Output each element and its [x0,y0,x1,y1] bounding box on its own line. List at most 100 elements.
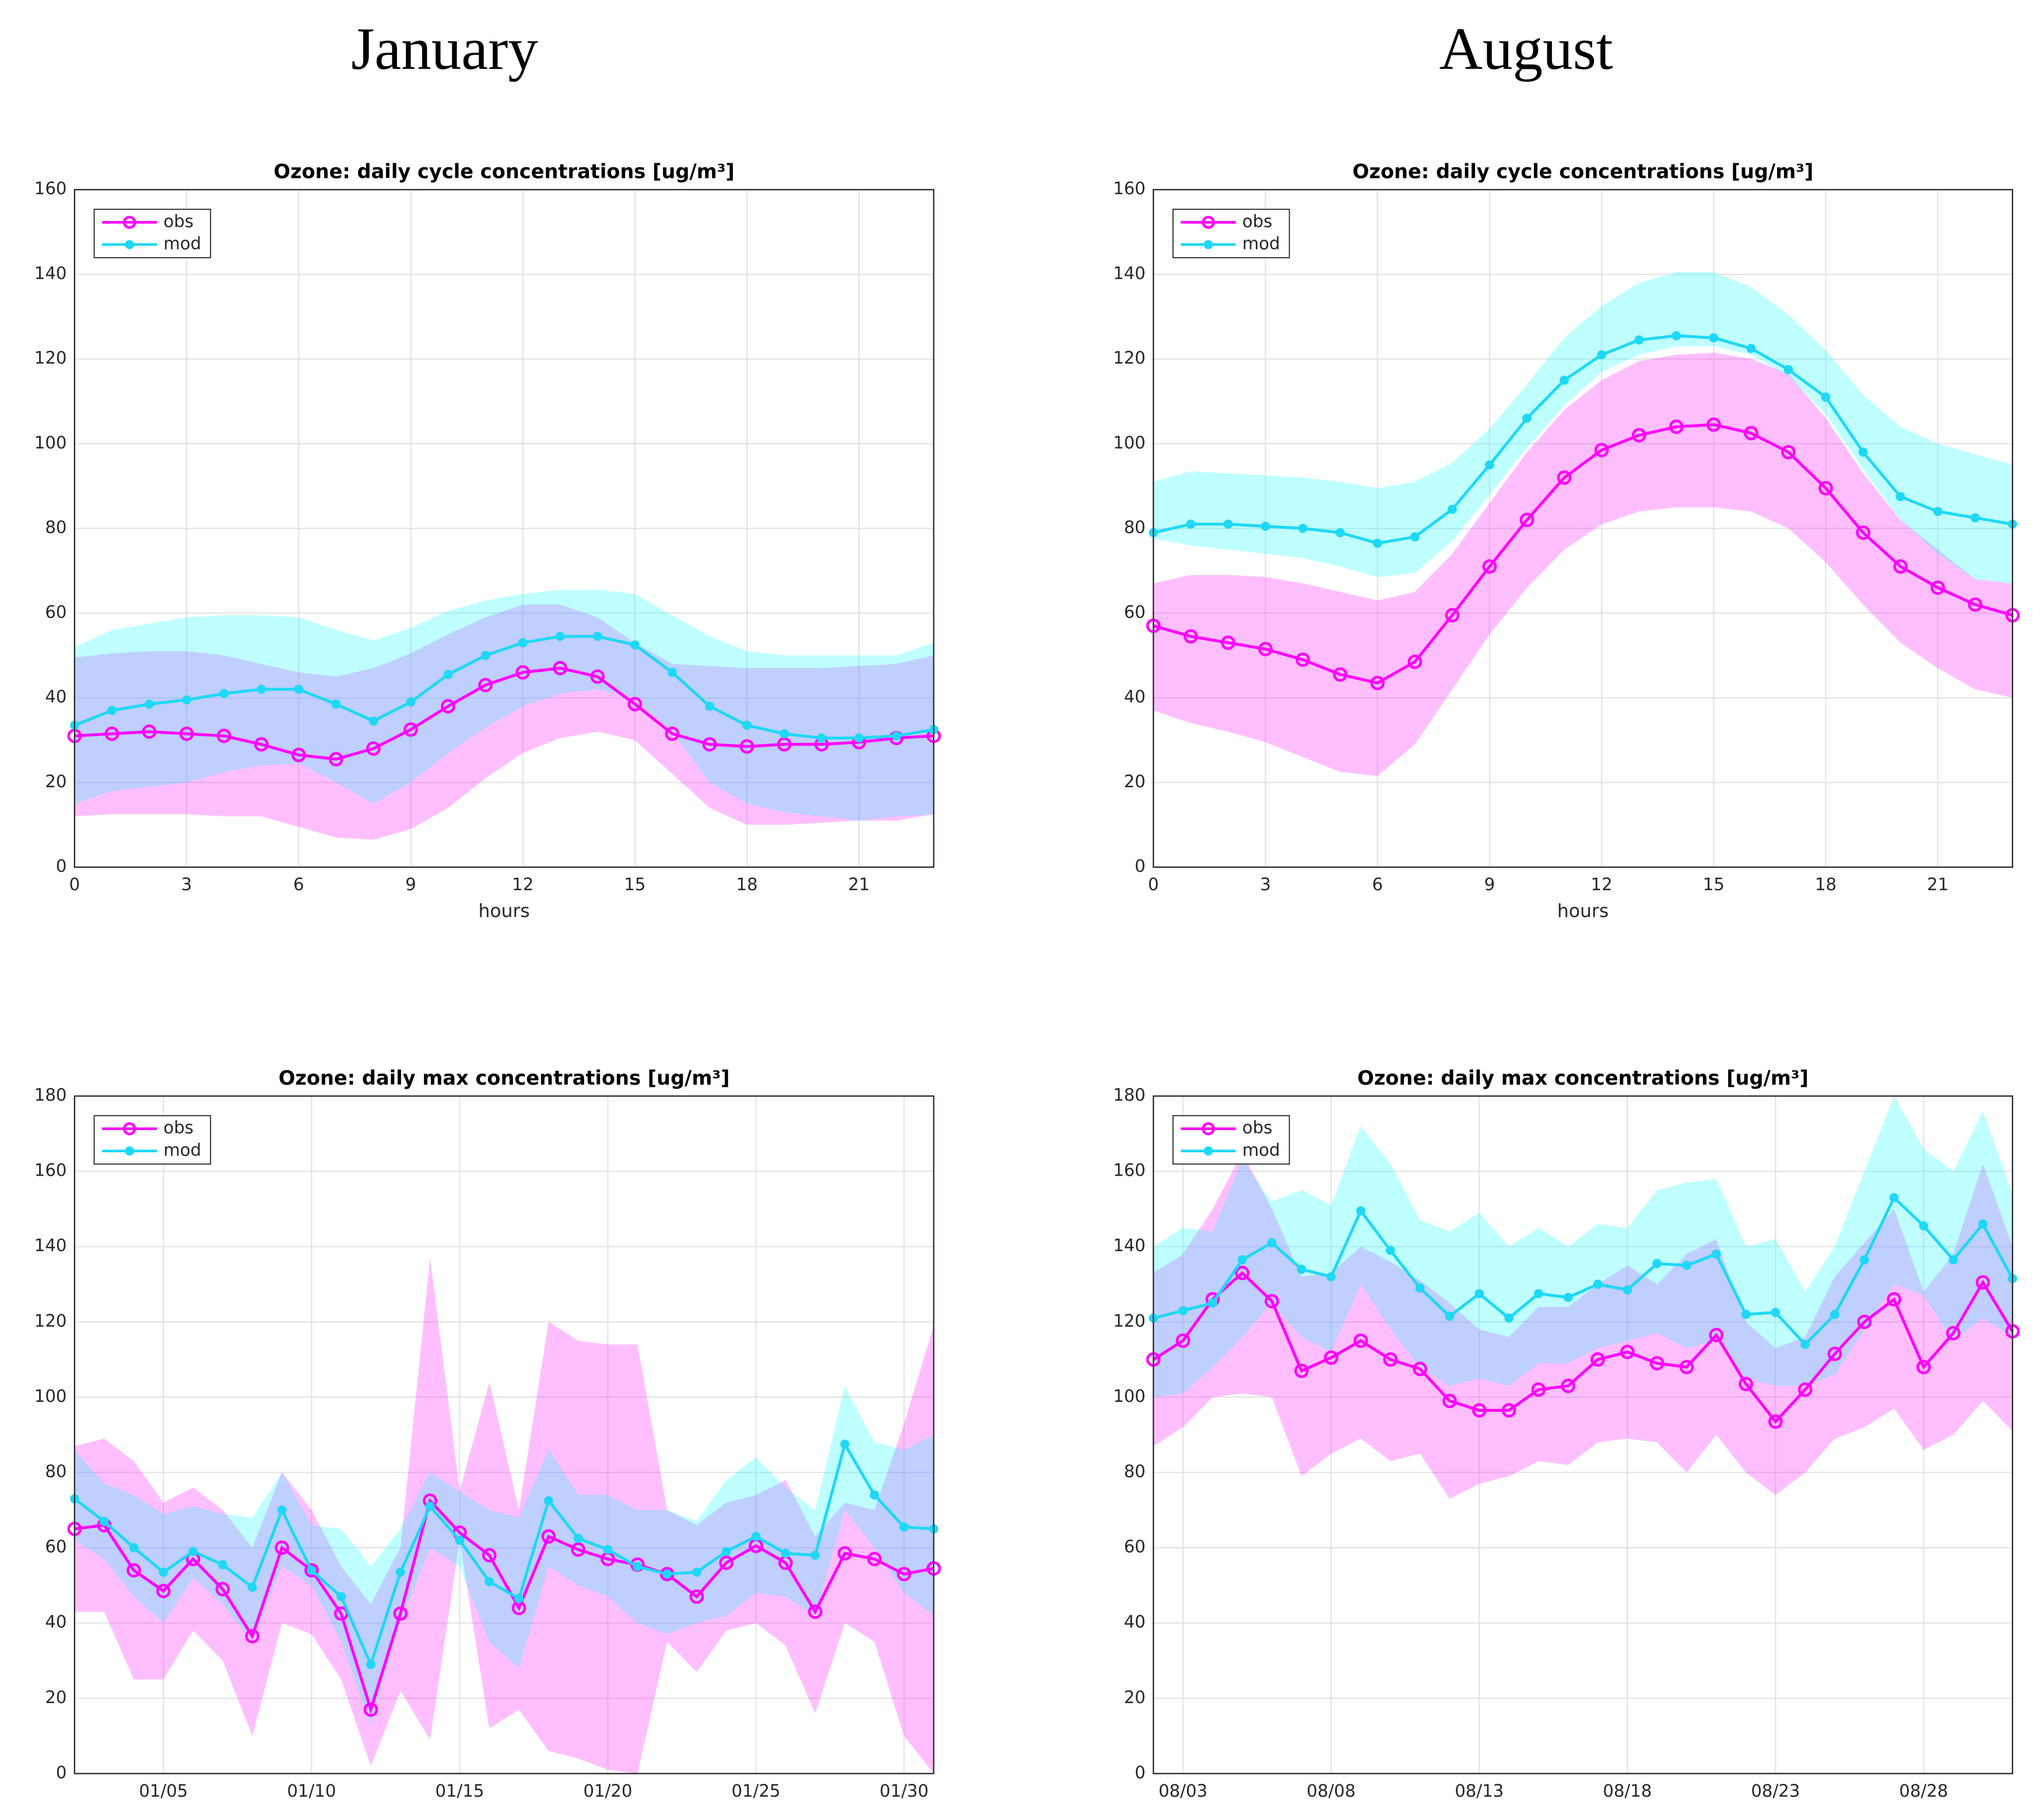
data-point [555,632,565,641]
data-point [1560,376,1569,385]
range-band [1153,352,2013,776]
legend-box [1172,1115,1290,1165]
data-point [1260,521,1270,531]
data-point [307,1565,317,1575]
y-tick-label: 40 [45,687,66,707]
plot-frame [73,1095,935,1775]
data-point [1649,1356,1665,1371]
range-band [74,1258,934,1774]
data-point [1413,1362,1427,1376]
data-point [817,733,827,743]
data-point [689,1589,704,1604]
legend-label: mod [1242,1140,1280,1160]
data-point [1818,481,1833,496]
data-point [395,1567,405,1577]
y-tick-label: 80 [1124,517,1146,537]
data-point [867,1552,882,1566]
data-point [897,1566,911,1581]
x-tick-label: 08/18 [1603,1781,1652,1801]
column-heading: August [1439,16,1613,82]
x-tick-label: 01/15 [435,1781,484,1801]
data-point [705,702,714,711]
data-point [425,1502,435,1511]
x-tick-label: 21 [848,874,870,894]
data-point [441,699,455,714]
x-tick-label: 08/13 [1455,1781,1504,1801]
data-point [1709,333,1719,343]
data-point [781,1548,791,1558]
data-point [1620,1345,1635,1359]
data-point [1265,1293,1279,1309]
y-tick-label: 40 [45,1612,66,1632]
data-point [1370,675,1385,690]
data-point [480,651,490,660]
data-point [1800,1339,1810,1349]
data-point [188,1547,198,1556]
data-point [277,1505,287,1515]
data-point [104,726,120,741]
data-point [1711,1249,1721,1259]
data-point [1631,428,1646,443]
data-point [1781,445,1796,460]
range-band [74,1386,934,1725]
data-point [1410,532,1420,542]
y-tick-label: 180 [1113,1085,1146,1105]
data-point [810,1551,820,1560]
data-point [1294,1363,1309,1379]
y-tick-label: 40 [1124,1612,1146,1632]
data-point [1237,1255,1247,1265]
data-point [156,1583,171,1598]
data-point [1372,538,1382,548]
series-line [1153,1195,2014,1347]
y-tick-label: 60 [45,1537,66,1556]
data-point [366,1660,375,1670]
y-tick-label: 120 [1113,348,1146,368]
data-point [1442,1394,1457,1408]
x-tick-label: 08/08 [1307,1781,1356,1801]
x-tick-label: 3 [1260,874,1271,894]
data-point [1175,1333,1191,1348]
data-point [1482,559,1497,574]
y-tick-label: 0 [56,856,67,876]
data-point [1267,1238,1277,1248]
data-point [1474,1289,1484,1299]
data-point [216,728,231,744]
y-tick-label: 80 [1124,1461,1146,1481]
y-tick-label: 0 [1135,856,1146,876]
data-point [692,1567,701,1577]
data-point [518,638,528,648]
data-point [218,1560,227,1569]
data-point [1353,1333,1368,1348]
data-point [1768,1414,1783,1429]
data-point [142,724,157,739]
data-point [1895,492,1905,502]
legend-label: obs [1242,1118,1273,1138]
data-point [1208,1298,1217,1308]
legend-label: obs [1242,211,1273,231]
legend-marker [125,240,134,250]
chart-title: Ozone: daily max concentrations [ug/m³] [1357,1067,1809,1089]
range-band [74,590,934,821]
legend-marker [1202,216,1215,229]
chart-title: Ozone: daily cycle concentrations [ug/m³… [273,160,735,183]
legend-marker [1202,1122,1215,1135]
data-point [1221,635,1235,650]
data-point [719,1555,734,1570]
legend-label: mod [163,1140,201,1160]
series-line [73,634,934,740]
x-tick-label: 15 [1703,874,1725,894]
y-tick-label: 40 [1124,687,1146,707]
data-point [1533,1289,1543,1299]
x-tick-label: 08/03 [1158,1781,1207,1801]
data-point [1827,1346,1842,1362]
data-point [1797,1382,1813,1397]
data-point [1531,1382,1546,1397]
x-tick-label: 15 [624,874,645,894]
x-tick-label: 6 [1372,874,1383,894]
y-tick-label: 60 [1124,1537,1146,1556]
legend-marker [125,1146,134,1156]
y-tick-label: 20 [45,772,66,791]
data-point [179,726,194,741]
plot-frame [73,189,935,868]
x-tick-label: 12 [512,874,533,894]
